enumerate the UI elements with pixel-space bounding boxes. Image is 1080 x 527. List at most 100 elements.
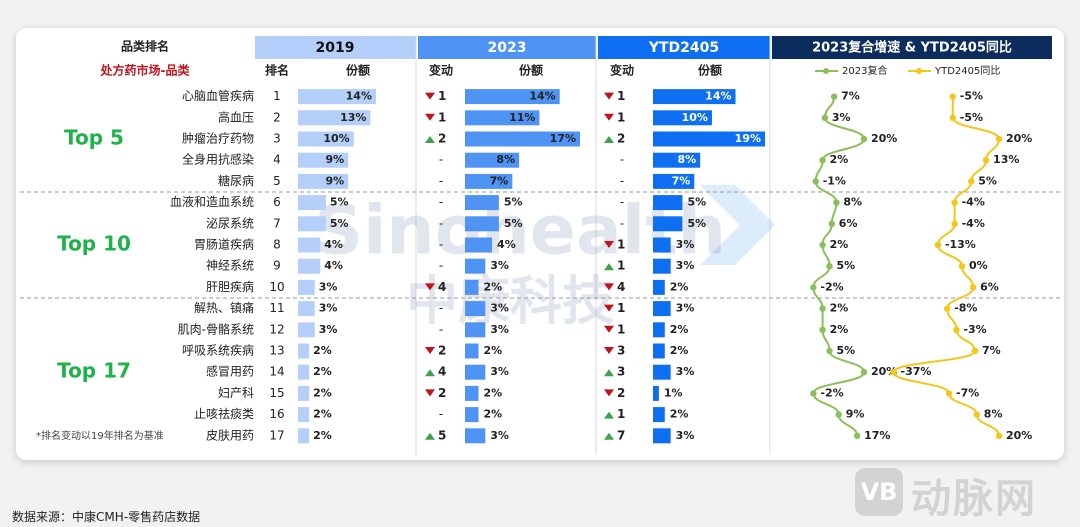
share-label-2023: 3% bbox=[490, 429, 509, 442]
change-2023: 4 bbox=[438, 365, 446, 379]
yoy-ytd-marker bbox=[973, 411, 980, 418]
col-share-header-2023: 份额 bbox=[519, 63, 543, 78]
share-label-2023: 3% bbox=[490, 302, 509, 315]
share-label-2023: 3% bbox=[490, 259, 509, 272]
change-arrow-ytd bbox=[604, 411, 614, 419]
share-label-ytd: 5% bbox=[687, 217, 706, 230]
change-ytd: 1 bbox=[617, 238, 625, 252]
rank-2019: 5 bbox=[273, 174, 281, 188]
cagr-2023-marker bbox=[830, 93, 838, 100]
yoy-ytd-marker bbox=[958, 263, 966, 270]
yoy-ytd-value-label: -13% bbox=[945, 238, 976, 251]
yoy-ytd-value-label: -3% bbox=[963, 323, 986, 336]
category-name: 皮肤用药 bbox=[206, 427, 254, 442]
change-2023: - bbox=[439, 174, 443, 188]
change-2023: - bbox=[439, 216, 443, 230]
change-ytd: 4 bbox=[617, 280, 625, 294]
change-ytd: 2 bbox=[617, 386, 625, 400]
share-label-ytd: 2% bbox=[670, 344, 689, 357]
share-label-2019: 4% bbox=[324, 259, 343, 272]
change-arrow-ytd bbox=[604, 241, 614, 248]
cagr-2023-value-label: 2% bbox=[830, 302, 849, 315]
rank-2019: 13 bbox=[269, 344, 284, 358]
bar-2019 bbox=[298, 110, 371, 126]
share-label-2023: 14% bbox=[529, 90, 555, 103]
share-label-ytd: 14% bbox=[705, 90, 731, 103]
cagr-2023-marker bbox=[860, 369, 868, 376]
share-label-2023: 3% bbox=[490, 323, 509, 336]
yoy-ytd-marker bbox=[953, 326, 960, 333]
change-ytd: 1 bbox=[617, 301, 625, 315]
col-rank-header: 排名 bbox=[265, 63, 289, 78]
bar-2023 bbox=[465, 385, 479, 401]
change-2023: - bbox=[439, 259, 443, 273]
change-arrow-ytd bbox=[604, 113, 614, 121]
yoy-ytd-value-label: -5% bbox=[960, 111, 983, 124]
change-arrow-2023 bbox=[425, 92, 435, 100]
watermark-cn: 中康科技 bbox=[406, 272, 614, 332]
header-2023-bg bbox=[418, 36, 596, 59]
rank-2019: 1 bbox=[273, 89, 281, 103]
bar-2023 bbox=[465, 279, 479, 295]
bar-ytd bbox=[653, 364, 671, 380]
yoy-ytd-value-label: -4% bbox=[962, 217, 985, 230]
change-ytd: - bbox=[620, 195, 624, 209]
header-2023: 2023 bbox=[488, 40, 527, 56]
yoy-ytd-marker bbox=[968, 178, 975, 185]
category-name: 止咳祛痰类 bbox=[194, 406, 254, 421]
change-ytd: - bbox=[620, 216, 624, 230]
change-2023: - bbox=[439, 153, 443, 167]
data-source-note: 数据来源：中康CMH-零售药店数据 bbox=[12, 510, 201, 524]
share-label-2023: 5% bbox=[504, 196, 523, 209]
change-2023: 1 bbox=[438, 110, 446, 124]
bar-2023 bbox=[465, 322, 486, 338]
category-name: 全身用抗感染 bbox=[182, 152, 254, 167]
group-label: Top 10 bbox=[57, 232, 131, 256]
share-label-2023: 2% bbox=[484, 344, 503, 357]
market-label: 处方药市场-品类 bbox=[100, 63, 191, 78]
cagr-2023-value-label: 6% bbox=[839, 217, 858, 230]
change-ytd: 1 bbox=[617, 89, 625, 103]
yoy-ytd-marker bbox=[949, 93, 956, 100]
rank-2019: 6 bbox=[273, 195, 281, 209]
bar-2019 bbox=[298, 89, 376, 105]
share-label-ytd: 5% bbox=[687, 196, 706, 209]
rank-2019: 12 bbox=[269, 322, 284, 336]
share-label-ytd: 8% bbox=[677, 153, 696, 166]
cagr-2023-value-label: 5% bbox=[837, 259, 856, 272]
header-ytd: YTD2405 bbox=[648, 40, 719, 56]
bar-2023 bbox=[465, 110, 540, 126]
yoy-ytd-marker bbox=[995, 432, 1003, 439]
share-label-2019: 5% bbox=[330, 196, 349, 209]
yoy-ytd-value-label: 0% bbox=[969, 259, 988, 272]
bar-2023 bbox=[465, 89, 560, 105]
share-label-ytd: 2% bbox=[670, 408, 689, 421]
change-arrow-2023 bbox=[425, 136, 435, 143]
bar-2019 bbox=[298, 131, 354, 147]
cagr-2023-marker bbox=[819, 157, 826, 164]
change-arrow-2023 bbox=[425, 369, 435, 377]
legend-ytd-marker bbox=[916, 68, 922, 74]
bar-2023 bbox=[465, 173, 513, 189]
change-2023: 2 bbox=[438, 344, 446, 358]
rank-2019: 14 bbox=[269, 365, 284, 379]
cagr-2023-marker bbox=[810, 390, 817, 397]
change-2023: - bbox=[439, 407, 443, 421]
header-2019: 2019 bbox=[316, 40, 355, 56]
legend-cagr-label: 2023复合 bbox=[842, 64, 887, 77]
change-2023: 1 bbox=[438, 89, 446, 103]
change-ytd: 2 bbox=[617, 132, 625, 146]
group-label: Top 5 bbox=[64, 126, 124, 150]
yoy-ytd-marker bbox=[945, 390, 953, 397]
yoy-ytd-value-label: -5% bbox=[960, 90, 983, 103]
share-label-2023: 8% bbox=[496, 153, 515, 166]
legend-cagr-marker bbox=[823, 68, 829, 74]
change-arrow-ytd bbox=[604, 432, 614, 440]
change-2023: 2 bbox=[438, 132, 446, 146]
bar-ytd bbox=[653, 343, 665, 359]
change-2023: - bbox=[439, 322, 443, 336]
rank-2019: 3 bbox=[273, 132, 281, 146]
share-label-2023: 2% bbox=[484, 386, 503, 399]
category-name: 肿瘤治疗药物 bbox=[182, 131, 254, 146]
cagr-2023-value-label: 17% bbox=[864, 429, 890, 442]
